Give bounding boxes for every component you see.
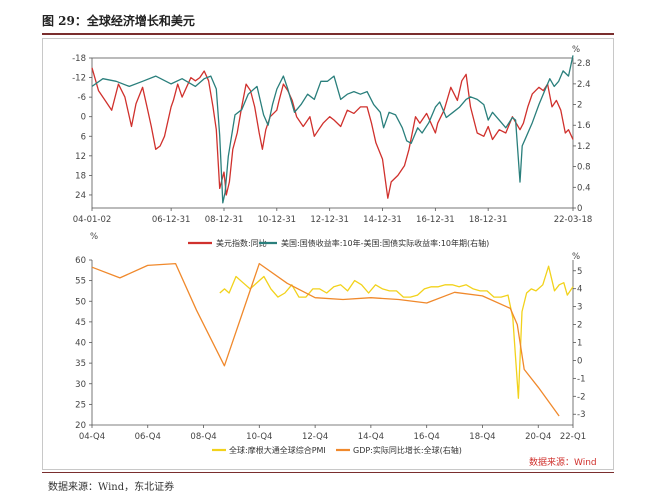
y-right-tick-label: 4	[577, 285, 582, 295]
y-right-tick-label: 5	[577, 267, 582, 277]
y-left-tick-label: 6	[81, 132, 86, 142]
figure-source: 数据来源：Wind，东北证券	[48, 482, 175, 493]
x-tick-label: 22-03-18	[554, 215, 593, 225]
y-right-tick-label: -3	[577, 410, 585, 420]
y-right-tick-label: 2	[577, 101, 582, 111]
x-tick-label: 06-12-31	[152, 215, 191, 225]
x-tick-label: 20-Q4	[525, 432, 551, 442]
x-tick-label: 10-12-31	[258, 215, 297, 225]
chart2-source-note: 数据来源：Wind	[529, 456, 597, 468]
x-tick-label: 16-Q4	[414, 432, 440, 442]
y-left-tick-label: 50	[75, 297, 86, 307]
x-tick-label: 14-12-31	[363, 215, 402, 225]
series-line-0-1	[91, 55, 574, 204]
x-tick-label: 14-Q4	[358, 432, 384, 442]
figure-title: 图 29：全球经济增长和美元	[42, 14, 195, 28]
y-left-tick-label: 35	[75, 359, 86, 369]
x-tick-label: 04-Q4	[79, 432, 105, 442]
chart2-right-unit: %	[572, 252, 580, 262]
series-line-0-0	[91, 67, 574, 199]
y-left-tick-label: 40	[75, 339, 86, 349]
y-right-tick-label: 2.8	[577, 59, 591, 69]
legend-label-usd-index: 美元指数:同比	[216, 238, 267, 248]
y-right-tick-label: 0.4	[577, 183, 591, 193]
legend-label-gdp: GDP:实际同比增长:全球(右轴)	[353, 445, 462, 455]
x-tick-label: 18-Q4	[469, 432, 495, 442]
x-tick-label: 10-Q4	[246, 432, 272, 442]
y-left-tick-label: 45	[75, 318, 86, 328]
chart-1-usd-vs-yield-spread: % 04-01-02 06-12-31 08-12-31 10-12-31 12-12-…	[72, 45, 592, 248]
y-left-tick-label: 18	[75, 171, 86, 181]
y-left-tick-label: -12	[72, 74, 86, 84]
y-right-tick-label: 3	[577, 303, 582, 313]
title-rule	[42, 33, 614, 35]
x-tick-label: 04-01-02	[73, 215, 112, 225]
chart-2-pmi-vs-gdp: % % 04-Q4 06-Q4 08-Q4 10-Q4 12-Q4 14-Q4 16-Q4 1…	[75, 232, 596, 468]
y-right-tick-label: 1.6	[577, 121, 591, 131]
chart-frame	[42, 38, 614, 470]
y-right-tick-label: 1	[577, 339, 582, 349]
bottom-rule	[42, 472, 614, 473]
y-right-tick-label: 2.4	[577, 80, 591, 90]
y-right-tick-label: 0	[577, 356, 582, 366]
x-tick-label: 16-12-31	[416, 215, 455, 225]
y-right-tick-label: -2	[577, 392, 585, 402]
y-left-tick-label: 20	[75, 421, 86, 431]
y-left-tick-label: -6	[78, 93, 86, 103]
legend-label-breakeven: 美国:国债收益率:10年-美国:国债实际收益率:10年期(右轴)	[281, 238, 489, 248]
series-line-1-1	[91, 262, 560, 417]
chart1-plot-area	[91, 57, 574, 209]
x-tick-label: 06-Q4	[135, 432, 161, 442]
x-tick-label: 18-12-31	[469, 215, 508, 225]
y-left-tick-label: -18	[72, 54, 86, 64]
y-left-tick-label: 25	[75, 400, 86, 410]
y-left-tick-label: 60	[75, 256, 86, 266]
chart1-right-unit: %	[572, 45, 580, 55]
y-left-tick-label: 24	[75, 191, 86, 201]
y-right-tick-label: -1	[577, 374, 585, 384]
y-right-tick-label: 2	[577, 321, 582, 331]
x-tick-label: 08-12-31	[205, 215, 244, 225]
x-tick-label: 12-12-31	[310, 215, 349, 225]
y-right-tick-label: 0	[577, 204, 582, 214]
chart2-left-unit: %	[90, 232, 98, 242]
legend-label-pmi: 全球:摩根大通全球综合PMI	[229, 445, 326, 455]
series-line-1-0	[219, 265, 574, 399]
y-left-tick-label: 12	[75, 152, 86, 162]
y-left-tick-label: 30	[75, 380, 86, 390]
y-left-tick-label: 55	[75, 277, 86, 287]
x-tick-label: 22-Q1	[560, 432, 586, 442]
x-tick-label: 08-Q4	[190, 432, 216, 442]
x-tick-label: 12-Q4	[302, 432, 328, 442]
y-right-tick-label: 0.8	[577, 163, 591, 173]
y-left-tick-label: 0	[81, 113, 86, 123]
y-right-tick-label: 1.2	[577, 142, 591, 152]
